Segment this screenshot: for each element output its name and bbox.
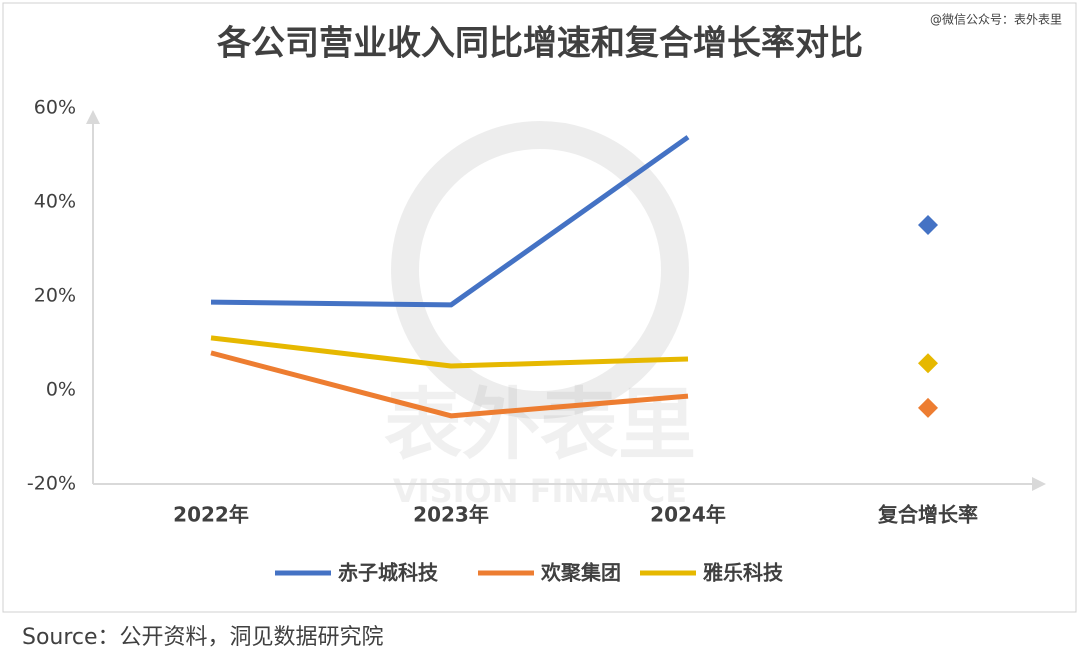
logo-ring: [391, 121, 689, 419]
y-tick-label: 40%: [34, 191, 76, 213]
series-line: [210, 335, 689, 369]
series-line: [210, 135, 690, 308]
chart-frame: [2, 2, 1077, 613]
x-tick-label: 2022年: [173, 503, 249, 527]
logo-text: 表外表里: [384, 380, 696, 470]
cagr-marker: [918, 353, 938, 374]
cagr-marker: [918, 397, 938, 418]
chart-title: 各公司营业收入同比增速和复合增长率对比: [217, 24, 863, 64]
legend-label: 雅乐科技: [703, 561, 784, 585]
source-note: Source：公开资料，洞见数据研究院: [22, 625, 384, 650]
y-tick-label: 60%: [34, 97, 76, 119]
legend-label: 赤子城科技: [338, 561, 439, 585]
y-tick-label: -20%: [27, 473, 76, 495]
y-tick-label: 20%: [34, 285, 76, 307]
watermark-logo: [391, 121, 689, 419]
x-tick-label: 2023年: [413, 503, 489, 527]
legend-label: 欢聚集团: [540, 561, 621, 585]
x-axis-arrow: [1032, 477, 1046, 491]
y-axis-arrow: [86, 110, 100, 124]
series-line: [210, 350, 689, 419]
x-tick-label: 2024年: [650, 503, 726, 527]
x-tick-label: 复合增长率: [877, 503, 978, 527]
y-tick-label: 0%: [46, 379, 76, 401]
watermark: @微信公众号：表外表里: [930, 13, 1062, 27]
logo-subtext: VISION FINANCE: [393, 472, 687, 510]
cagr-marker: [918, 215, 938, 236]
